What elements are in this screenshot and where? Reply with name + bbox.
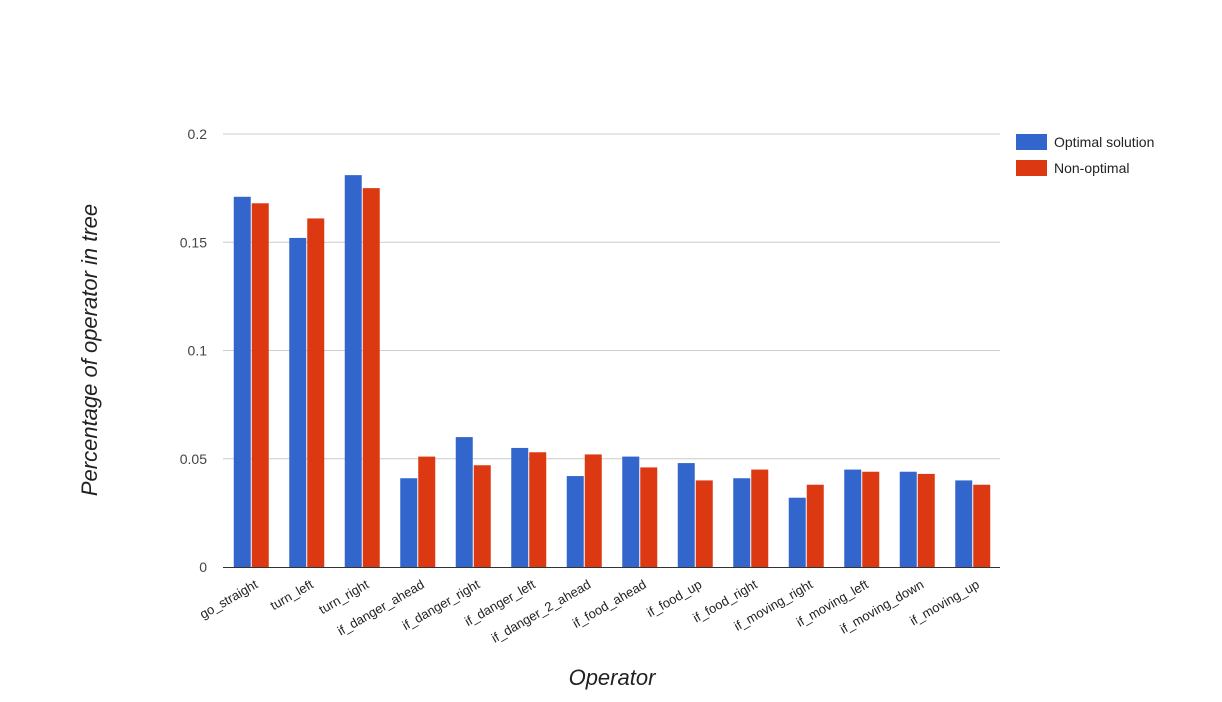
bar-optimal-if_danger_2_ahead — [566, 476, 584, 567]
y-axis-title: Percentage of operator in tree — [77, 204, 102, 496]
legend-label: Non-optimal — [1054, 160, 1129, 176]
bar-optimal-if_food_up — [677, 463, 695, 567]
bar-optimal-turn_right — [344, 175, 362, 567]
bar-non-optimal-if_danger_2_ahead — [584, 454, 602, 567]
bar-non-optimal-if_food_up — [695, 480, 713, 567]
bar-non-optimal-if_food_right — [751, 469, 769, 567]
bar-optimal-if_moving_right — [788, 497, 806, 567]
bar-optimal-if_food_right — [733, 478, 751, 567]
legend-label: Optimal solution — [1054, 134, 1154, 150]
x-axis-ticks: go_straight turn_left turn_rightif_danger_… — [197, 576, 982, 645]
bar-non-optimal-turn_left — [307, 218, 325, 567]
y-tick-label: 0.15 — [180, 234, 207, 250]
bar-non-optimal-go_straight — [251, 203, 269, 567]
bar-optimal-if_food_ahead — [622, 456, 640, 567]
bar-optimal-if_danger_left — [511, 447, 529, 567]
bar-non-optimal-if_danger_left — [529, 452, 547, 567]
bars — [233, 175, 991, 568]
bar-optimal-if_danger_ahead — [400, 478, 418, 567]
bar-non-optimal-if_danger_ahead — [418, 456, 436, 567]
bar-non-optimal-if_moving_right — [806, 484, 824, 567]
bar-non-optimal-if_danger_right — [473, 465, 491, 567]
gridlines — [223, 133, 1000, 460]
bar-optimal-if_moving_down — [899, 471, 917, 567]
bar-non-optimal-if_moving_left — [862, 471, 880, 567]
y-tick-label: 0 — [199, 559, 207, 575]
bar-optimal-go_straight — [233, 196, 251, 567]
bar-non-optimal-turn_right — [362, 188, 380, 567]
bar-non-optimal-if_moving_up — [973, 484, 991, 567]
x-tick-label: if_danger_2_ahead — [489, 577, 594, 646]
legend-swatch — [1016, 134, 1047, 150]
y-tick-label: 0.1 — [188, 343, 208, 359]
bar-optimal-turn_left — [289, 237, 307, 568]
bar-non-optimal-if_food_ahead — [640, 467, 658, 567]
bar-non-optimal-if_moving_down — [917, 473, 935, 567]
legend-swatch — [1016, 160, 1047, 176]
bar-optimal-if_danger_right — [455, 437, 473, 567]
y-tick-label: 0.2 — [188, 126, 208, 142]
y-axis-ticks: 0 0.05 0.1 0.15 0.2 — [180, 126, 207, 575]
bar-optimal-if_moving_up — [955, 480, 973, 567]
x-tick-label: go_straight — [197, 576, 261, 621]
x-axis-title: Operator — [569, 665, 657, 690]
x-tick-label: turn_left — [268, 576, 317, 613]
bar-optimal-if_moving_left — [844, 469, 862, 567]
y-tick-label: 0.05 — [180, 451, 207, 467]
legend: Optimal solution Non-optimal — [1016, 134, 1154, 176]
